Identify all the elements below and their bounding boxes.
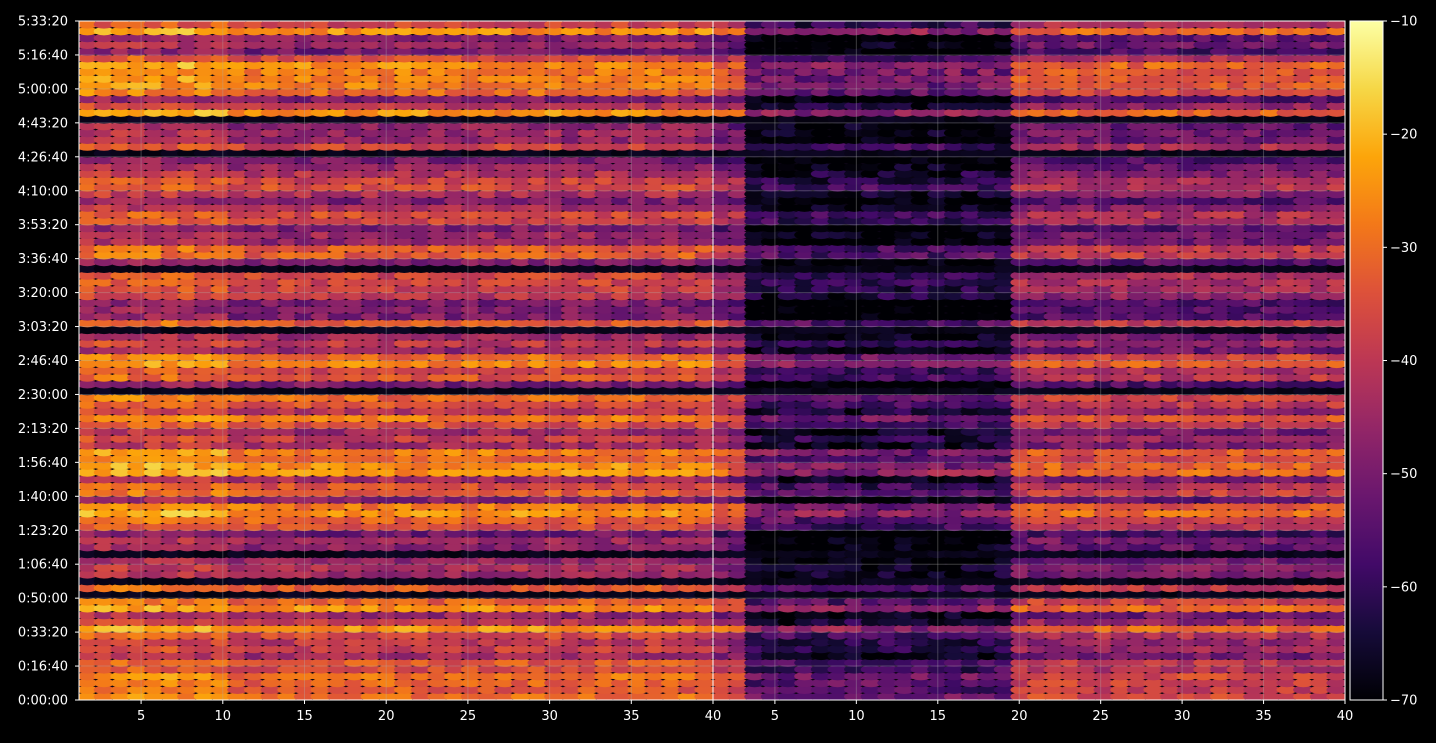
heatmap-figure: 5101520253035405101520253035400:00:000:1…	[0, 0, 1436, 739]
figure: 5101520253035405101520253035400:00:000:1…	[0, 0, 1436, 739]
